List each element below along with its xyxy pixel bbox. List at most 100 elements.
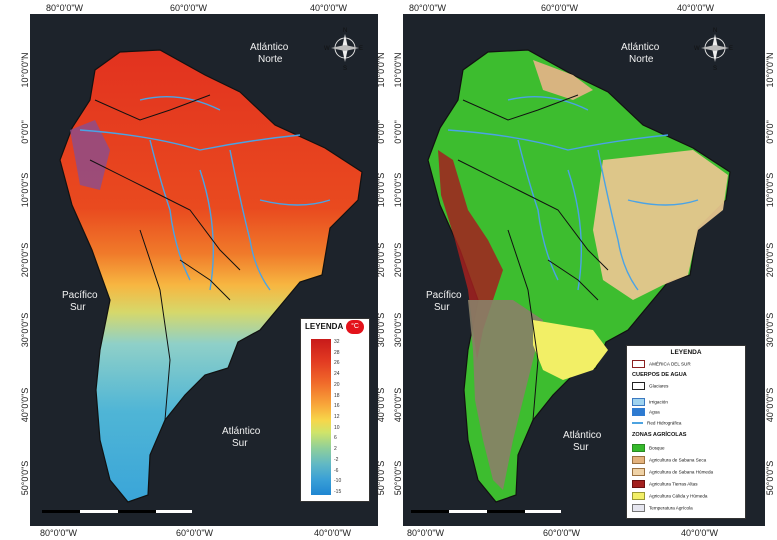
swatch-temperate bbox=[632, 504, 645, 512]
legend-item-humid-savanna: Agricultura de Sabana Húmeda bbox=[632, 468, 713, 476]
bottom-coord-80w-right: 80°0'0"W bbox=[407, 528, 445, 538]
lat-10s-r: 10°0'0"S bbox=[393, 173, 403, 208]
temperate-agriculture-zone bbox=[468, 300, 543, 490]
legend-item-highland: Agricultura Tierras Altas bbox=[632, 480, 698, 488]
temperature-tick-label: -15 bbox=[334, 489, 342, 495]
lat-0-r2: 0°0'0" bbox=[765, 120, 775, 144]
pacific-south-label-r: Pacífico bbox=[426, 290, 462, 301]
temperature-tick-label: -2 bbox=[334, 456, 339, 463]
atlantic-south-label-r2: Sur bbox=[573, 442, 589, 453]
agricultural-legend: LEYENDA AMÉRICA DEL SUR CUERPOS DE AGUA … bbox=[626, 345, 746, 519]
savanna-dry-north bbox=[533, 60, 593, 100]
legend-title-right: LEYENDA bbox=[670, 349, 702, 356]
lat-0-right: 0°0'0" bbox=[376, 120, 386, 144]
temperature-tick-label: -10 bbox=[334, 478, 342, 485]
lat-10n-r: 10°0'0"N bbox=[393, 52, 403, 87]
bottom-coord-80w: 80°0'0"W bbox=[40, 528, 78, 538]
bottom-coord-40w: 40°0'0"W bbox=[314, 528, 352, 538]
lat-10n: 10°0'0"N bbox=[20, 52, 30, 87]
swatch-irrigation bbox=[632, 398, 645, 406]
temperature-tick-label: 18 bbox=[334, 392, 340, 399]
pacific-south-label: Pacífico bbox=[62, 290, 98, 301]
legend-label-humid-savanna: Agricultura de Sabana Húmeda bbox=[649, 469, 714, 475]
atlantic-north-label-2: Norte bbox=[258, 54, 283, 65]
compass-rose-icon: N S E W bbox=[324, 28, 363, 72]
legend-item-irrigation: Irrigación bbox=[632, 398, 668, 406]
top-coord-40w: 40°0'0"W bbox=[310, 3, 348, 13]
lat-10s-right: 10°0'0"S bbox=[376, 173, 386, 208]
bottom-coord-60w: 60°0'0"W bbox=[176, 528, 214, 538]
compass-n: N bbox=[343, 28, 347, 34]
lat-40s-right: 40°0'0"S bbox=[376, 388, 386, 423]
scale-bar bbox=[42, 510, 192, 513]
swatch-water bbox=[632, 408, 645, 416]
bottom-coord-60w-right: 60°0'0"W bbox=[543, 528, 581, 538]
lat-20s: 20°0'0"S bbox=[20, 243, 30, 278]
swatch-glaciers bbox=[632, 382, 645, 390]
andes-purple-zone bbox=[70, 120, 110, 190]
temperature-tick-label: 32 bbox=[334, 339, 340, 345]
temperature-tick-label: 12 bbox=[334, 414, 340, 420]
agricultural-map-canvas: 80°0'0"W 60°0'0"W 40°0'0"W 80°0'0"W 60°0… bbox=[393, 3, 775, 538]
country-borders bbox=[89, 94, 241, 421]
legend-label-hydro: Red Hidrográfica bbox=[647, 420, 682, 426]
lat-40s: 40°0'0"S bbox=[20, 388, 30, 423]
atlantic-north-label: Atlántico bbox=[250, 42, 289, 53]
temperature-map: 80°0'0"W 60°0'0"W 40°0'0"W 80°0'0"W 60°0… bbox=[0, 0, 388, 540]
temperature-color-ramp bbox=[311, 339, 331, 495]
legend-label-irrigation: Irrigación bbox=[649, 399, 668, 405]
temperature-tick-label: -6 bbox=[334, 467, 339, 474]
swatch-forest bbox=[632, 444, 645, 452]
compass-w-r: W bbox=[694, 46, 700, 52]
pacific-south-label-r2: Sur bbox=[434, 302, 450, 313]
lat-10s-r2: 10°0'0"S bbox=[765, 173, 775, 208]
temperature-ticks: 32 28 26 24 20 18 16 12 10 6 2 -2 -6 -10 -15 bbox=[334, 339, 364, 495]
savanna-humid-zone bbox=[593, 150, 728, 300]
compass-e-r: E bbox=[729, 46, 733, 52]
pacific-south-label-2: Sur bbox=[70, 302, 86, 313]
south-america-landmass bbox=[59, 49, 363, 503]
temperature-tick-label: 20 bbox=[334, 381, 340, 388]
latitude-labels-right: 10°0'0"N 0°0'0" 10°0'0"S 20°0'0"S 30°0'0… bbox=[393, 52, 775, 495]
scale-bar-right bbox=[411, 510, 561, 513]
latitude-labels-left: 10°0'0"N 0°0'0" 10°0'0"S 20°0'0"S 30°0'0… bbox=[20, 52, 386, 495]
compass-e: E bbox=[359, 46, 363, 52]
legend-item-temperate: Temperatura Agrícola bbox=[632, 504, 693, 512]
legend-item-dry-savanna: Agricultura de Sabana Seca bbox=[632, 456, 706, 464]
lat-30s-r2: 30°0'0"S bbox=[765, 313, 775, 348]
celsius-unit-badge: °C bbox=[346, 320, 364, 334]
lat-10s: 10°0'0"S bbox=[20, 173, 30, 208]
swatch-warm-humid bbox=[632, 492, 645, 500]
legend-label-temperate: Temperatura Agrícola bbox=[649, 505, 693, 511]
legend-label-america: AMÉRICA DEL SUR bbox=[649, 361, 691, 367]
legend-label-highland: Agricultura Tierras Altas bbox=[649, 481, 698, 487]
lat-20s-right: 20°0'0"S bbox=[376, 243, 386, 278]
compass-n-r: N bbox=[713, 28, 717, 34]
lat-50s-right: 50°0'0"S bbox=[376, 461, 386, 496]
lat-30s-r: 30°0'0"S bbox=[393, 313, 403, 348]
top-coord-40w-right: 40°0'0"W bbox=[677, 3, 715, 13]
temperature-tick-label: 10 bbox=[334, 424, 340, 431]
legend-label-warm-humid: Agricultura Cálida y Húmeda bbox=[649, 493, 708, 499]
swatch-humid-savanna bbox=[632, 468, 645, 476]
top-coord-80w-right: 80°0'0"W bbox=[409, 3, 447, 13]
lat-0: 0°0'0" bbox=[20, 120, 30, 144]
swatch-highland bbox=[632, 480, 645, 488]
temperature-tick-label: 6 bbox=[334, 435, 337, 442]
compass-s: S bbox=[343, 66, 347, 72]
temperature-map-canvas: 80°0'0"W 60°0'0"W 40°0'0"W 80°0'0"W 60°0… bbox=[20, 3, 386, 538]
legend-label-forest: Bosque bbox=[649, 445, 665, 451]
temperature-tick-label: 16 bbox=[334, 403, 340, 410]
compass-rose-icon-right: N S E W bbox=[694, 28, 733, 72]
legend-item-america: AMÉRICA DEL SUR bbox=[632, 360, 691, 368]
lat-0-r: 0°0'0" bbox=[393, 120, 403, 144]
atlantic-south-label-2: Sur bbox=[232, 438, 248, 449]
atlantic-south-label: Atlántico bbox=[222, 426, 261, 437]
temperature-tick-label: 2 bbox=[334, 446, 337, 453]
legend-item-forest: Bosque bbox=[632, 444, 665, 452]
atlantic-north-label-r2: Norte bbox=[629, 54, 654, 65]
legend-title: LEYENDA bbox=[305, 322, 344, 331]
temperature-tick-label: 28 bbox=[334, 349, 340, 356]
legend-label-glaciers: Glaciares bbox=[649, 383, 669, 389]
lat-30s-right: 30°0'0"S bbox=[376, 313, 386, 348]
